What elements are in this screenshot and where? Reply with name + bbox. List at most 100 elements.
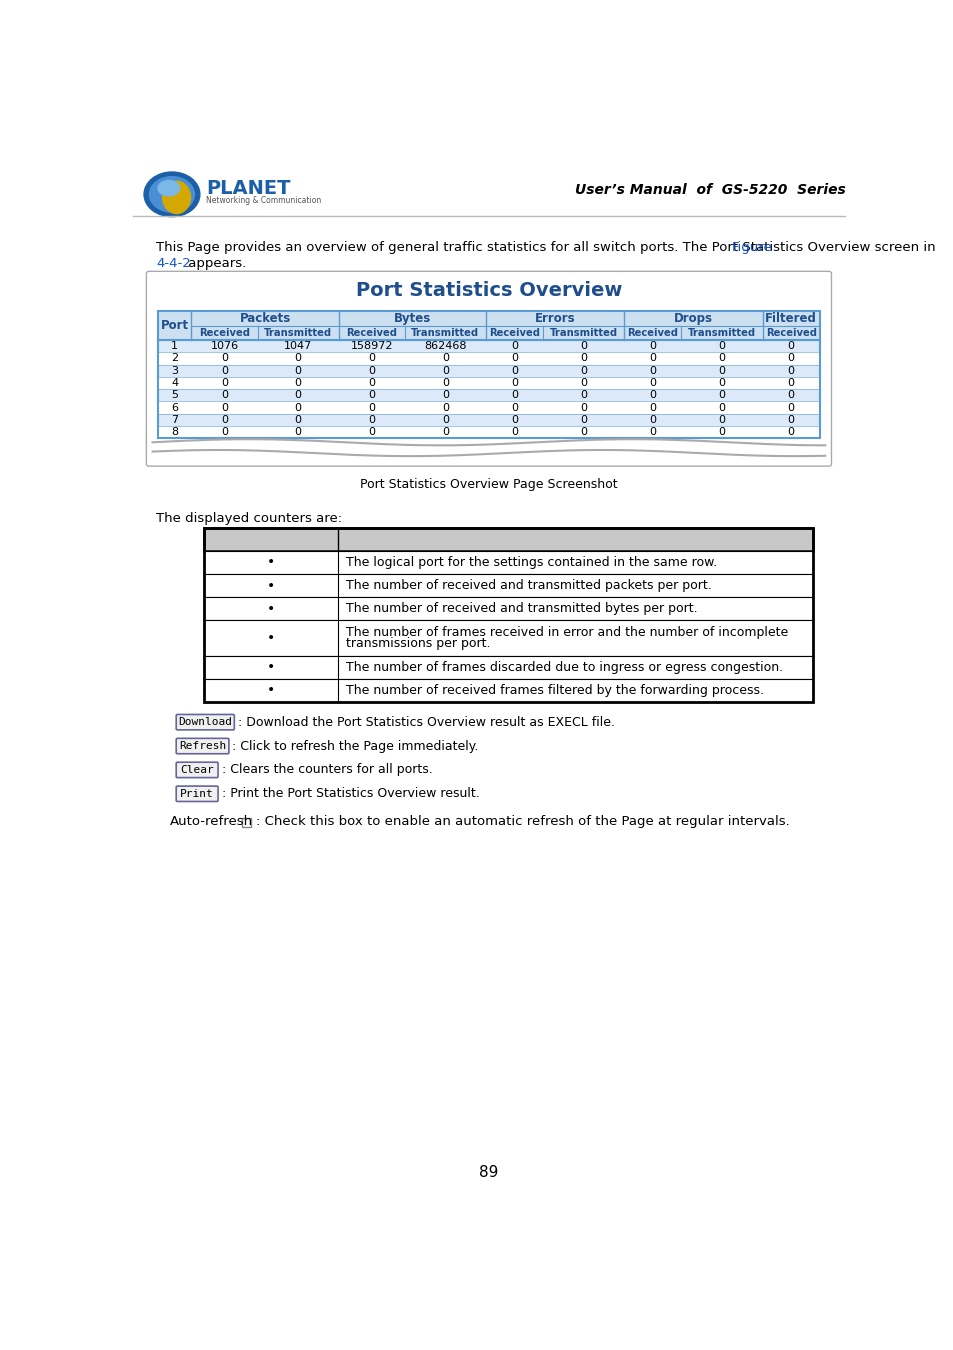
Text: •: • <box>267 660 275 674</box>
Text: : Click to refresh the Page immediately.: : Click to refresh the Page immediately. <box>233 740 478 752</box>
Text: 0: 0 <box>579 378 586 387</box>
FancyBboxPatch shape <box>176 786 218 802</box>
Text: 0: 0 <box>511 402 517 413</box>
Text: 0: 0 <box>511 390 517 401</box>
Text: Networking & Communication: Networking & Communication <box>206 196 321 205</box>
Text: 0: 0 <box>649 366 656 375</box>
Text: Bytes: Bytes <box>394 312 431 325</box>
Text: Figure: Figure <box>731 240 771 254</box>
Ellipse shape <box>162 181 191 213</box>
Text: 89: 89 <box>478 1165 498 1180</box>
Text: 0: 0 <box>787 390 794 401</box>
Text: •: • <box>267 579 275 593</box>
Text: Transmitted: Transmitted <box>411 328 478 338</box>
Text: Port: Port <box>160 319 189 332</box>
Text: The number of received frames filtered by the forwarding process.: The number of received frames filtered b… <box>345 683 762 697</box>
Text: 0: 0 <box>221 414 228 425</box>
Bar <box>204 620 812 656</box>
Bar <box>158 389 819 401</box>
Text: 158972: 158972 <box>350 342 393 351</box>
Text: Filtered: Filtered <box>764 312 817 325</box>
Text: Received: Received <box>199 328 250 338</box>
Bar <box>241 818 251 828</box>
Text: 0: 0 <box>579 342 586 351</box>
Text: 0: 0 <box>294 354 301 363</box>
Text: 0: 0 <box>649 354 656 363</box>
Text: : Clears the counters for all ports.: : Clears the counters for all ports. <box>221 763 432 776</box>
Text: 1076: 1076 <box>211 342 238 351</box>
Text: 0: 0 <box>718 342 725 351</box>
Text: Port Statistics Overview: Port Statistics Overview <box>355 281 621 300</box>
Bar <box>158 427 819 439</box>
Text: : Check this box to enable an automatic refresh of the Page at regular intervals: : Check this box to enable an automatic … <box>255 815 788 829</box>
Text: 0: 0 <box>294 390 301 401</box>
Text: 0: 0 <box>221 378 228 387</box>
Bar <box>204 679 812 702</box>
Bar <box>158 340 819 352</box>
Text: 1: 1 <box>172 342 178 351</box>
Text: 0: 0 <box>441 427 448 437</box>
Text: 0: 0 <box>511 427 517 437</box>
Text: •: • <box>267 630 275 645</box>
Text: transmissions per port.: transmissions per port. <box>345 637 490 651</box>
Text: 0: 0 <box>649 342 656 351</box>
Text: Download: Download <box>178 717 232 728</box>
Text: 1047: 1047 <box>284 342 312 351</box>
Text: 0: 0 <box>718 366 725 375</box>
Bar <box>158 377 819 389</box>
Bar <box>158 310 819 340</box>
Bar <box>158 414 819 427</box>
Text: 0: 0 <box>579 402 586 413</box>
Ellipse shape <box>144 171 199 216</box>
Text: 0: 0 <box>579 366 586 375</box>
Text: The number of frames received in error and the number of incomplete: The number of frames received in error a… <box>345 625 787 639</box>
Bar <box>204 528 812 551</box>
Bar <box>158 401 819 414</box>
Text: 0: 0 <box>221 366 228 375</box>
Text: 0: 0 <box>718 402 725 413</box>
Text: The number of received and transmitted bytes per port.: The number of received and transmitted b… <box>345 602 697 616</box>
Text: 0: 0 <box>718 390 725 401</box>
Bar <box>204 551 812 574</box>
FancyBboxPatch shape <box>146 271 831 466</box>
Bar <box>158 340 819 439</box>
Text: Received: Received <box>765 328 816 338</box>
Text: 0: 0 <box>511 366 517 375</box>
Text: 0: 0 <box>294 402 301 413</box>
Ellipse shape <box>158 181 179 196</box>
Text: Received: Received <box>346 328 396 338</box>
Text: 0: 0 <box>511 414 517 425</box>
Text: 0: 0 <box>441 402 448 413</box>
Bar <box>204 574 812 597</box>
Text: Transmitted: Transmitted <box>264 328 332 338</box>
Text: 0: 0 <box>511 354 517 363</box>
Text: 0: 0 <box>579 390 586 401</box>
Text: 0: 0 <box>787 402 794 413</box>
Text: Print: Print <box>180 788 213 799</box>
Text: Port Statistics Overview Page Screenshot: Port Statistics Overview Page Screenshot <box>359 478 618 490</box>
Text: 0: 0 <box>294 378 301 387</box>
Text: 0: 0 <box>649 427 656 437</box>
Text: 0: 0 <box>294 427 301 437</box>
Text: 0: 0 <box>441 366 448 375</box>
Text: 0: 0 <box>649 402 656 413</box>
Text: 0: 0 <box>368 427 375 437</box>
Text: Errors: Errors <box>534 312 575 325</box>
Text: 0: 0 <box>441 414 448 425</box>
Text: •: • <box>267 683 275 697</box>
Text: The number of received and transmitted packets per port.: The number of received and transmitted p… <box>345 579 711 593</box>
Text: Received: Received <box>489 328 539 338</box>
Text: PLANET: PLANET <box>206 178 291 197</box>
Text: •: • <box>267 555 275 570</box>
Text: 862468: 862468 <box>423 342 466 351</box>
Text: 0: 0 <box>441 390 448 401</box>
Text: 4: 4 <box>171 378 178 387</box>
Text: 0: 0 <box>294 366 301 375</box>
Ellipse shape <box>150 177 194 212</box>
Text: 0: 0 <box>787 342 794 351</box>
Text: 0: 0 <box>579 414 586 425</box>
Bar <box>158 352 819 365</box>
Text: 0: 0 <box>579 427 586 437</box>
Text: User’s Manual  of  GS-5220  Series: User’s Manual of GS-5220 Series <box>575 182 845 197</box>
Bar <box>158 364 819 377</box>
